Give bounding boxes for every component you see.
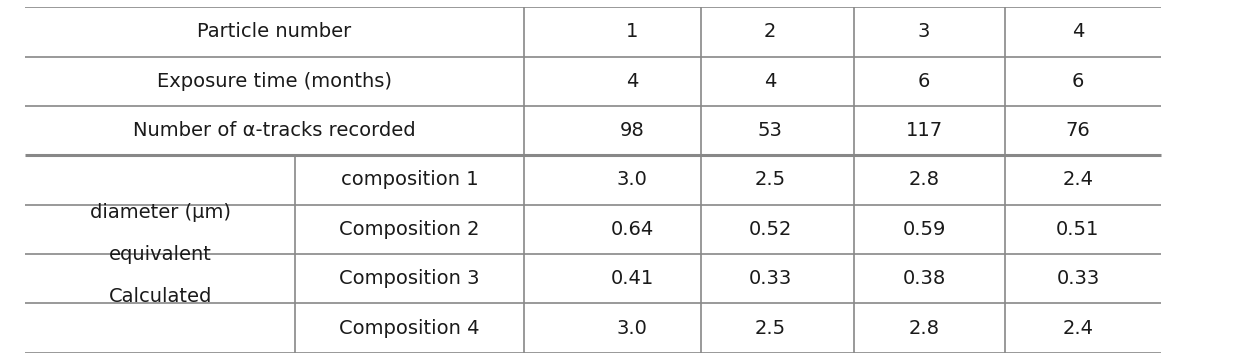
Text: 6: 6 <box>1072 72 1084 91</box>
Text: 6: 6 <box>918 72 930 91</box>
Text: 0.52: 0.52 <box>749 220 793 239</box>
Text: 0.33: 0.33 <box>1057 269 1099 288</box>
Text: Particle number: Particle number <box>198 22 352 41</box>
Text: Number of α-tracks recorded: Number of α-tracks recorded <box>133 121 416 140</box>
Text: 98: 98 <box>620 121 645 140</box>
Text: 2.4: 2.4 <box>1063 171 1093 189</box>
Text: 2.4: 2.4 <box>1063 319 1093 338</box>
Text: 76: 76 <box>1065 121 1090 140</box>
Text: 0.41: 0.41 <box>611 269 654 288</box>
Text: Exposure time (months): Exposure time (months) <box>156 72 392 91</box>
Text: 0.33: 0.33 <box>749 269 791 288</box>
Text: 2.8: 2.8 <box>909 171 939 189</box>
Text: Calculated: Calculated <box>109 287 212 306</box>
Text: 4: 4 <box>1072 22 1084 41</box>
Text: composition 1: composition 1 <box>341 171 478 189</box>
Text: 117: 117 <box>905 121 943 140</box>
Text: 2.5: 2.5 <box>755 171 786 189</box>
Text: 0.38: 0.38 <box>903 269 945 288</box>
Text: 2: 2 <box>764 22 776 41</box>
Text: 53: 53 <box>757 121 782 140</box>
Text: 4: 4 <box>764 72 776 91</box>
Text: 3: 3 <box>918 22 930 41</box>
Text: 3.0: 3.0 <box>616 171 647 189</box>
Text: equivalent: equivalent <box>109 244 212 264</box>
Text: diameter (μm): diameter (μm) <box>90 203 230 222</box>
Text: Composition 2: Composition 2 <box>339 220 480 239</box>
Text: 3.0: 3.0 <box>616 319 647 338</box>
Text: Composition 3: Composition 3 <box>339 269 480 288</box>
Text: 0.59: 0.59 <box>903 220 945 239</box>
Text: 2.5: 2.5 <box>755 319 786 338</box>
Text: 0.51: 0.51 <box>1057 220 1099 239</box>
Text: 4: 4 <box>626 72 639 91</box>
Text: 0.64: 0.64 <box>611 220 654 239</box>
Text: 1: 1 <box>626 22 639 41</box>
Text: Composition 4: Composition 4 <box>339 319 480 338</box>
Text: 2.8: 2.8 <box>909 319 939 338</box>
